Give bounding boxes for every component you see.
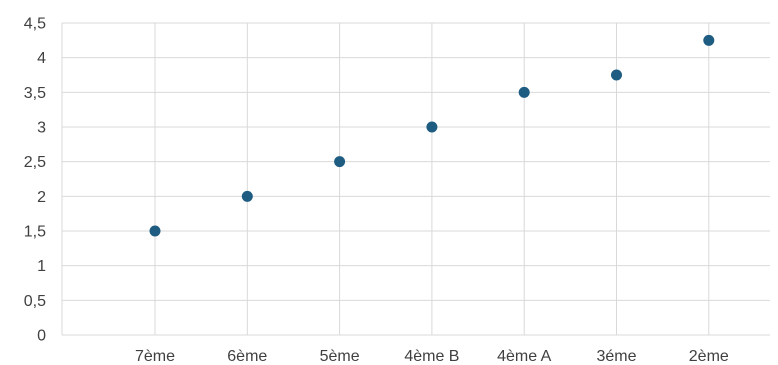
x-axis-tick-labels: 7ème 6ème 5ème 4ème B 4ème A 3éme 2ème xyxy=(135,348,729,365)
data-point xyxy=(334,156,346,168)
x-tick-label: 3éme xyxy=(596,348,636,365)
x-tick-label: 2ème xyxy=(689,348,729,365)
y-tick-label: 1 xyxy=(37,258,46,275)
x-tick-label: 4ème A xyxy=(497,348,552,365)
x-tick-label: 5ème xyxy=(320,348,360,365)
data-point xyxy=(241,190,253,202)
vertical-gridlines xyxy=(61,23,710,335)
y-tick-label: 3 xyxy=(37,120,46,137)
data-point xyxy=(518,86,530,98)
x-tick-label: 6ème xyxy=(227,348,267,365)
data-point xyxy=(149,225,161,237)
data-point xyxy=(703,34,715,46)
y-tick-label: 2 xyxy=(37,189,46,206)
x-tick-label: 4ème B xyxy=(404,348,459,365)
y-axis-tick-labels: 0 0,5 1 1,5 2 2,5 3 3,5 4 4,5 xyxy=(24,16,46,345)
data-point xyxy=(426,121,438,133)
y-tick-label: 4,5 xyxy=(24,16,46,33)
y-tick-label: 3,5 xyxy=(24,85,46,102)
horizontal-gridlines xyxy=(62,22,770,336)
data-point xyxy=(611,69,622,81)
y-tick-label: 0 xyxy=(37,328,46,345)
data-points xyxy=(149,34,715,237)
y-tick-label: 0,5 xyxy=(24,293,46,310)
y-tick-label: 1,5 xyxy=(24,224,46,241)
y-tick-label: 2,5 xyxy=(24,154,46,171)
x-tick-label: 7ème xyxy=(135,348,175,365)
y-tick-label: 4 xyxy=(37,50,46,67)
